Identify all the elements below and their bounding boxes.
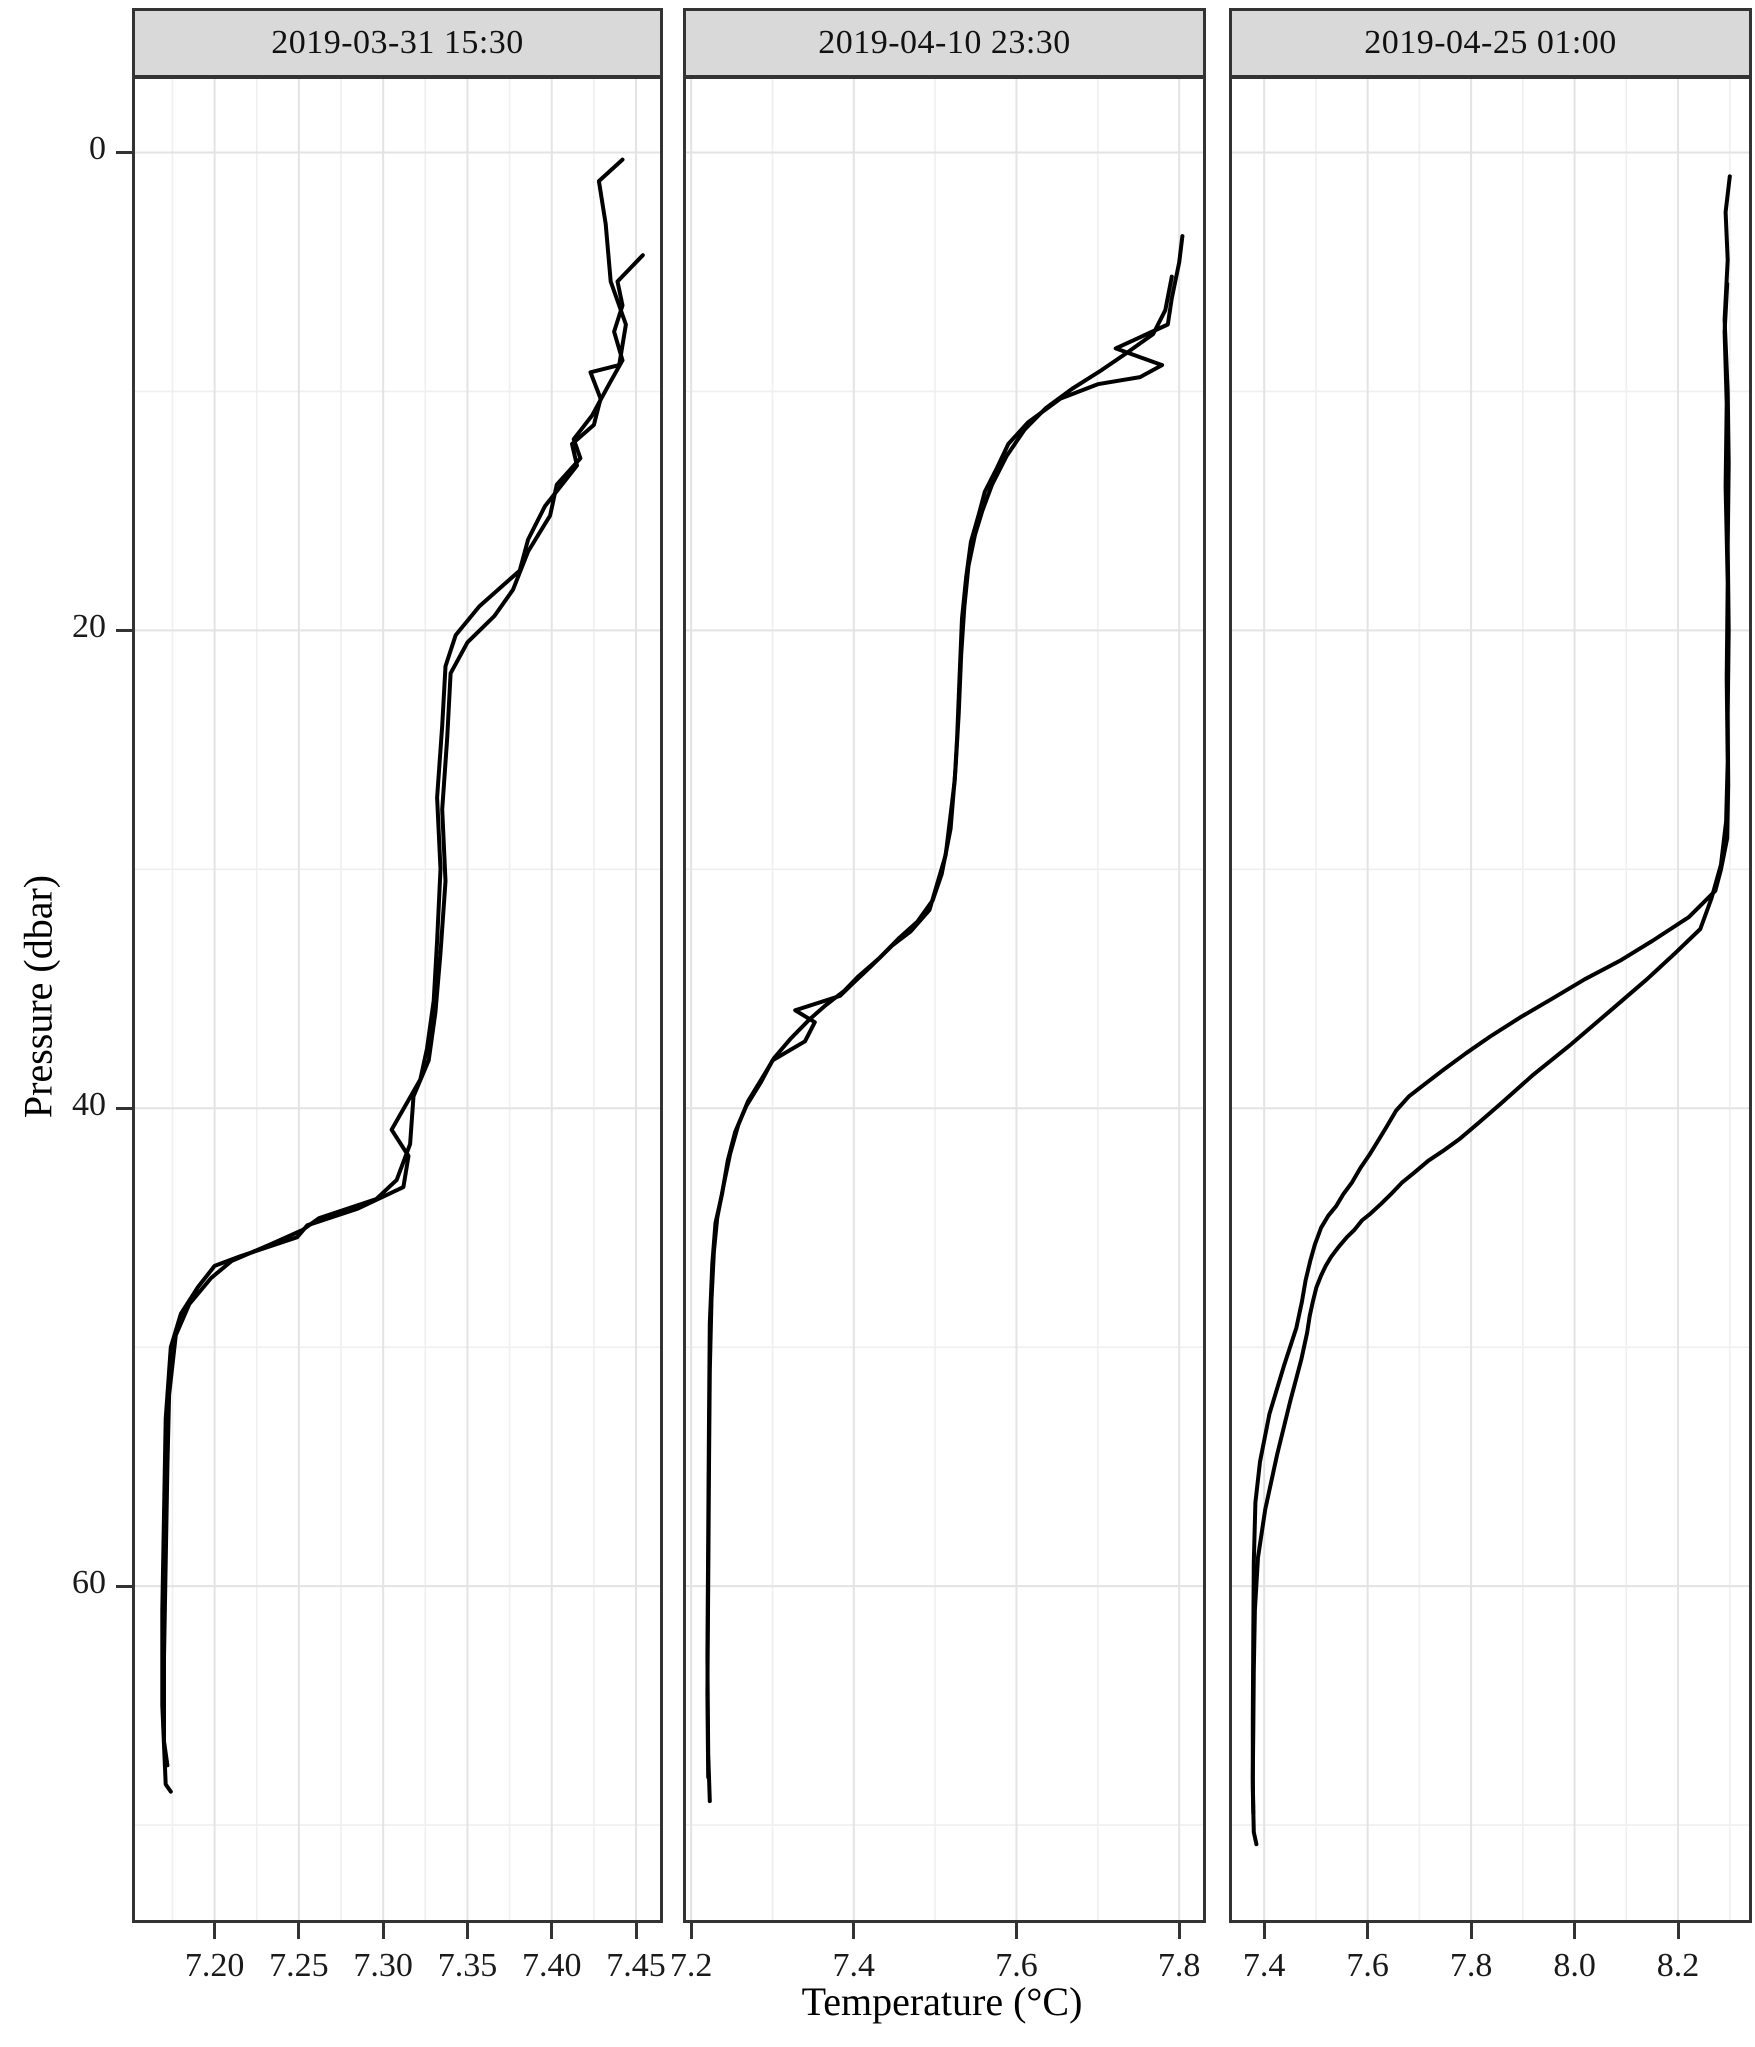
y-tick-mark xyxy=(116,1106,132,1110)
x-tick-label: 7.4 xyxy=(832,1947,876,1984)
panel-border xyxy=(1229,76,1752,1923)
x-tick-mark xyxy=(465,1923,469,1939)
panel-border xyxy=(132,76,663,1923)
facet-strip-label: 2019-04-10 23:30 xyxy=(818,24,1071,61)
x-tick-mark xyxy=(1014,1923,1018,1939)
x-tick-mark xyxy=(852,1923,856,1939)
panel-canvas xyxy=(683,76,1206,1923)
x-tick-label: 7.30 xyxy=(353,1947,413,1984)
y-tick-mark xyxy=(116,1584,132,1588)
x-tick-label: 7.8 xyxy=(1157,1947,1201,1984)
panel-canvas xyxy=(1229,76,1752,1923)
x-tick-mark xyxy=(381,1923,385,1939)
x-tick-label: 7.40 xyxy=(521,1947,582,1984)
facet-strip: 2019-03-31 15:30 xyxy=(132,8,663,78)
panel-canvas xyxy=(132,76,663,1923)
y-tick-mark xyxy=(116,628,132,632)
x-tick-mark xyxy=(634,1923,638,1939)
x-tick-label: 7.25 xyxy=(269,1947,329,1984)
x-tick-label: 7.45 xyxy=(606,1947,666,1984)
x-tick-mark xyxy=(689,1923,693,1939)
x-tick-label: 7.6 xyxy=(1346,1947,1389,1984)
x-tick-mark xyxy=(213,1923,217,1939)
y-axis-title: Pressure (dbar) xyxy=(15,874,61,1119)
x-tick-label: 7.8 xyxy=(1449,1947,1493,1984)
x-tick-mark xyxy=(1177,1923,1181,1939)
x-axis-title: Temperature (°C) xyxy=(801,1979,1083,2024)
plot-panel xyxy=(132,76,663,1923)
profile-line-upcast xyxy=(162,253,645,1768)
profile-line-downcast xyxy=(1250,174,1732,1847)
x-tick-mark xyxy=(1469,1923,1473,1939)
x-tick-label: 7.2 xyxy=(669,1947,713,1984)
x-tick-mark xyxy=(1366,1923,1370,1939)
x-tick-mark xyxy=(550,1923,554,1939)
facet-strip-label: 2019-04-25 01:00 xyxy=(1364,24,1617,61)
y-tick-label: 40 xyxy=(72,1086,106,1124)
plot-panel xyxy=(683,76,1206,1923)
x-tick-mark xyxy=(1262,1923,1266,1939)
y-tick-mark xyxy=(116,150,132,154)
x-tick-label: 8.0 xyxy=(1553,1947,1596,1984)
y-tick-label: 60 xyxy=(72,1564,106,1602)
y-tick-label: 20 xyxy=(72,608,106,646)
x-tick-label: 7.20 xyxy=(184,1947,245,1984)
panel-border xyxy=(683,76,1206,1923)
x-tick-label: 8.2 xyxy=(1656,1947,1700,1984)
plot-panel xyxy=(1229,76,1752,1923)
profile-line-upcast xyxy=(1250,281,1730,1816)
profile-line-downcast xyxy=(160,157,628,1794)
profile-line-upcast xyxy=(705,274,1174,1780)
facet-strip: 2019-04-10 23:30 xyxy=(683,8,1206,78)
x-tick-label: 7.35 xyxy=(437,1947,498,1984)
y-tick-label: 0 xyxy=(89,130,106,168)
x-tick-mark xyxy=(297,1923,301,1939)
profile-line-downcast xyxy=(705,234,1185,1804)
x-tick-mark xyxy=(1573,1923,1577,1939)
facet-strip: 2019-04-25 01:00 xyxy=(1229,8,1752,78)
x-tick-label: 7.4 xyxy=(1242,1947,1286,1984)
facet-strip-label: 2019-03-31 15:30 xyxy=(271,24,524,61)
x-tick-mark xyxy=(1676,1923,1680,1939)
x-tick-label: 7.6 xyxy=(995,1947,1038,1984)
